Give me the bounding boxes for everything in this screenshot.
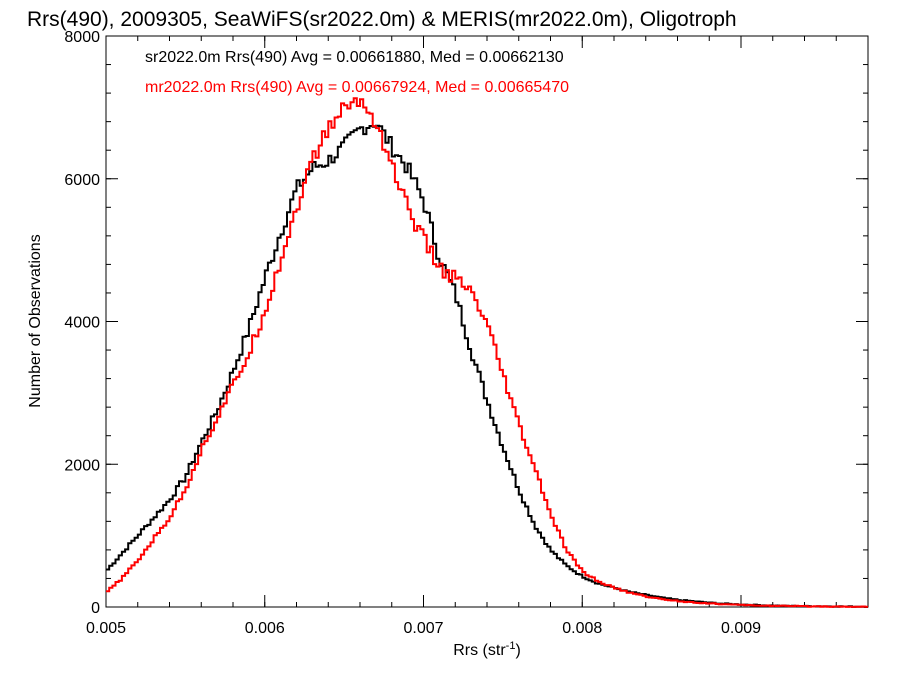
x-axis-label-main: Rrs (str [453,642,506,659]
series-sr2022-line [106,124,868,608]
legend-entry-mr2022: mr2022.0m Rrs(490) Avg = 0.00667924, Med… [145,79,569,96]
x-tick-label: 0.005 [86,620,126,637]
x-tick-label: 0.007 [403,620,443,637]
x-tick-label: 0.006 [245,620,285,637]
y-tick-label: 2000 [64,457,100,474]
chart-title: Rrs(490), 2009305, SeaWiFS(sr2022.0m) & … [27,8,737,31]
legend-entry-sr2022: sr2022.0m Rrs(490) Avg = 0.00661880, Med… [145,49,564,66]
series-mr2022-line [106,97,868,608]
y-tick-label: 8000 [64,29,100,46]
x-tick-label: 0.008 [562,620,602,637]
series-layer [106,97,868,608]
x-axis-label-superscript: -1 [506,640,516,652]
x-axis-label-end: ) [515,642,520,659]
y-tick-label: 6000 [64,172,100,189]
x-axis-label: Rrs (str-1) [453,640,521,659]
y-axis-label: Number of Observations [27,234,44,407]
y-tick-label: 0 [91,600,100,617]
axis-ticks: 0.005 0.006 0.007 0.008 0.009 0 2000 4000 6000 80… [64,29,869,637]
y-tick-label: 4000 [64,315,100,332]
x-tick-label: 0.009 [721,620,761,637]
plot-area: 0.005 0.006 0.007 0.008 0.009 0 2000 4000 6000 80… [64,29,869,637]
legend: sr2022.0m Rrs(490) Avg = 0.00661880, Med… [145,49,569,96]
